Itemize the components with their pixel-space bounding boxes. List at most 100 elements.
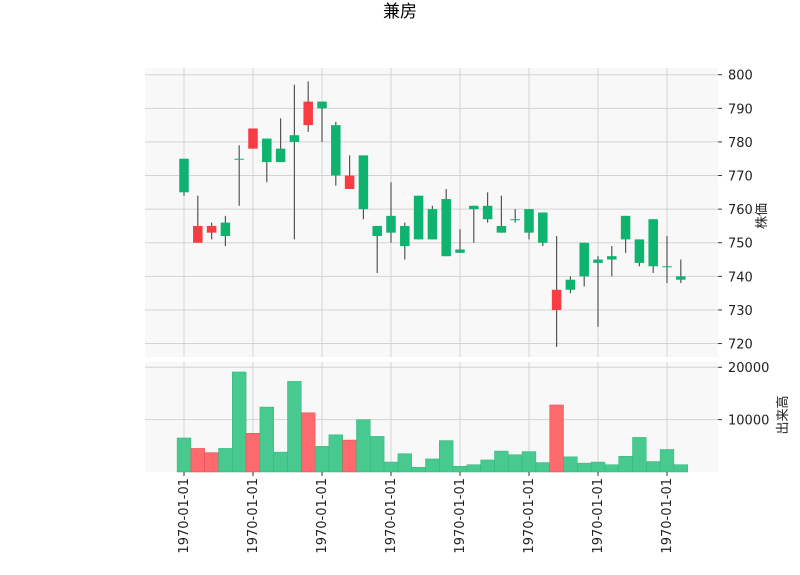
volume-bar-up bbox=[439, 440, 454, 473]
candle-up bbox=[648, 219, 658, 267]
candle-up bbox=[372, 225, 382, 237]
candle-up bbox=[179, 158, 189, 193]
price-tick-label: 800 bbox=[728, 69, 753, 84]
candle-up bbox=[607, 256, 617, 260]
volume-bar-up bbox=[259, 406, 274, 473]
candle-up bbox=[234, 158, 244, 160]
x-tick-label: 1970-01-01 bbox=[591, 478, 606, 554]
x-axis: 1970-01-01 1970-01-01 1970-01-01 1970-01-01… bbox=[177, 472, 675, 554]
volume-bar-down bbox=[549, 404, 564, 473]
volume-bar-down bbox=[190, 448, 205, 473]
x-tick-label: 1970-01-01 bbox=[384, 478, 399, 554]
candle-up bbox=[220, 222, 231, 237]
volume-bar-up bbox=[411, 467, 426, 473]
volume-tick-label: 10000 bbox=[728, 414, 769, 429]
x-tick-label: 1970-01-01 bbox=[453, 478, 468, 554]
price-tick-label: 760 bbox=[728, 203, 753, 218]
candle-up bbox=[441, 199, 451, 257]
volume-bar-up bbox=[397, 453, 412, 473]
candle-up bbox=[262, 138, 272, 163]
candle-up bbox=[400, 225, 410, 247]
volume-bar-up bbox=[218, 448, 233, 473]
candle-up bbox=[524, 209, 534, 233]
candle-up bbox=[386, 215, 396, 233]
volume-bar-up bbox=[480, 459, 495, 473]
price-tick-label: 740 bbox=[728, 270, 753, 285]
candle-up bbox=[634, 239, 645, 263]
price-panel: 720 730 740 750 760 770 780 790 800 bbox=[145, 68, 753, 357]
candle-up bbox=[455, 249, 465, 253]
volume-bar-up bbox=[287, 381, 302, 473]
volume-bar-up bbox=[370, 436, 385, 473]
candle-up bbox=[662, 266, 672, 268]
x-tick-label: 1970-01-01 bbox=[246, 478, 261, 554]
candle-down bbox=[206, 225, 217, 233]
candle-up bbox=[275, 148, 286, 163]
candle-up bbox=[358, 155, 369, 210]
candle-up bbox=[496, 225, 507, 233]
candle-up bbox=[413, 195, 424, 240]
volume-bar-up bbox=[466, 464, 481, 473]
volume-tick-label: 20000 bbox=[728, 361, 769, 376]
volume-bar-up bbox=[314, 446, 330, 473]
price-axis-label: 株価 bbox=[755, 203, 770, 229]
volume-bar-up bbox=[590, 461, 606, 473]
candle-up bbox=[482, 205, 493, 220]
candle-down bbox=[248, 128, 258, 149]
volume-bar-up bbox=[356, 419, 371, 473]
volume-bar-up bbox=[521, 451, 537, 473]
price-tick-label: 730 bbox=[728, 304, 753, 319]
candle-down bbox=[193, 225, 203, 243]
x-tick-label: 1970-01-01 bbox=[660, 478, 675, 554]
volume-bar-up bbox=[508, 454, 523, 473]
candle-up bbox=[469, 205, 479, 210]
volume-bar-up bbox=[273, 451, 288, 473]
candle-down bbox=[344, 175, 355, 189]
volume-bar-up bbox=[176, 437, 192, 473]
volume-panel: 10000 20000 bbox=[145, 361, 769, 473]
candle-up bbox=[676, 276, 686, 280]
volume-bar-up bbox=[646, 461, 661, 473]
volume-bar-up bbox=[659, 449, 675, 473]
price-tick-label: 790 bbox=[728, 102, 753, 117]
volume-bar-up bbox=[232, 371, 247, 473]
candle-up bbox=[331, 125, 341, 176]
volume-bar-down bbox=[342, 439, 357, 473]
volume-bar-up bbox=[425, 458, 440, 473]
candle-up bbox=[579, 242, 589, 277]
chart-title: 兼房 bbox=[383, 2, 417, 22]
candle-up bbox=[565, 279, 576, 290]
volume-bar-down bbox=[245, 432, 261, 473]
volume-axis-label: 出来高 bbox=[775, 395, 791, 434]
candle-up bbox=[538, 212, 548, 243]
candle-down bbox=[551, 289, 562, 310]
volume-bar-up bbox=[604, 464, 619, 473]
candle-up bbox=[510, 219, 520, 221]
volume-bar-up bbox=[452, 465, 468, 473]
volume-bar-up bbox=[577, 462, 592, 473]
price-tick-label: 780 bbox=[728, 136, 753, 151]
volume-bar-down bbox=[301, 412, 316, 473]
volume-bar-up bbox=[618, 456, 633, 473]
candle-up bbox=[620, 215, 631, 240]
volume-bar-up bbox=[328, 434, 343, 473]
candle-down bbox=[303, 101, 313, 126]
x-tick-label: 1970-01-01 bbox=[315, 478, 330, 554]
volume-bar-up bbox=[383, 461, 399, 473]
candle-up bbox=[289, 135, 300, 142]
volume-bar-down bbox=[204, 452, 219, 473]
price-tick-label: 750 bbox=[728, 237, 753, 252]
candle-up bbox=[317, 101, 327, 109]
price-tick-label: 770 bbox=[728, 170, 753, 185]
x-tick-label: 1970-01-01 bbox=[177, 478, 192, 554]
volume-bar-up bbox=[673, 464, 688, 473]
candle-up bbox=[427, 209, 438, 240]
volume-bar-up bbox=[535, 462, 550, 473]
x-tick-label: 1970-01-01 bbox=[522, 478, 537, 554]
price-tick-label: 720 bbox=[728, 338, 753, 353]
volume-bar-up bbox=[563, 456, 578, 473]
volume-bar-up bbox=[632, 437, 647, 473]
volume-bar-up bbox=[494, 450, 509, 473]
candle-up bbox=[593, 259, 603, 263]
